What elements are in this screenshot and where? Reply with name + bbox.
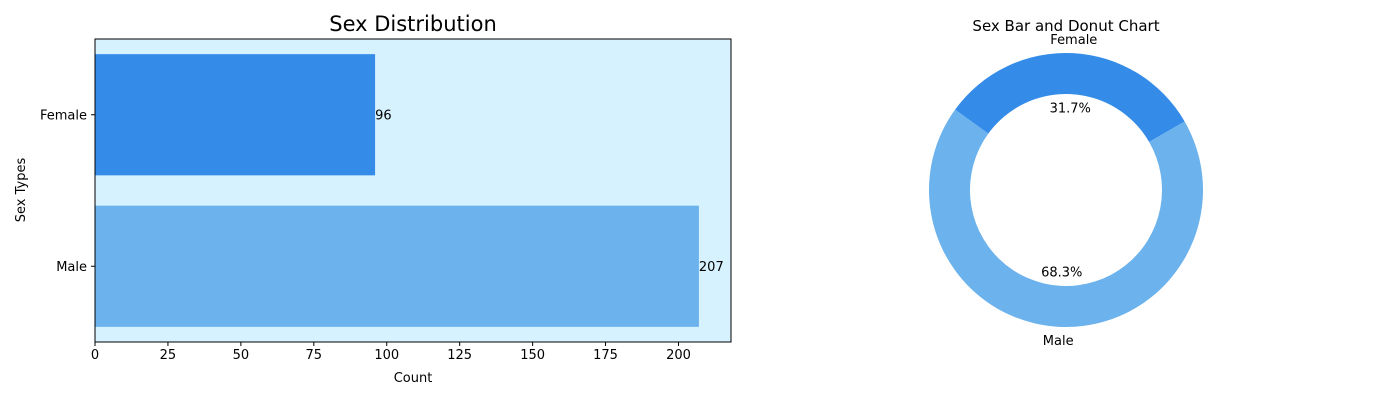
y-axis-ticks: Female Male (40, 108, 95, 275)
donut-labels: Female 31.7% Male 68.3% (1041, 33, 1097, 349)
donut-slice-female (955, 53, 1185, 143)
bar-chart-title: Sex Distribution (329, 12, 497, 36)
bars (95, 54, 699, 327)
x-tick-label: 200 (666, 348, 691, 363)
y-axis-label: Sex Types (14, 158, 29, 223)
bar-data-labels: 96 207 (375, 108, 724, 275)
x-tick-label: 100 (374, 348, 399, 363)
x-tick-label: 125 (447, 348, 472, 363)
donut-chart: Sex Bar and Donut Chart Female 31.7% Male 6… (928, 17, 1204, 349)
donut-label-male: Male (1043, 334, 1074, 349)
y-tick-label-female: Female (40, 108, 87, 123)
donut-label-female: Female (1050, 33, 1097, 48)
bar-female (95, 54, 376, 176)
bar-male (95, 205, 699, 327)
x-axis-label: Count (394, 371, 433, 386)
x-tick-label: 0 (91, 348, 99, 363)
donut-percent-female: 31.7% (1050, 101, 1091, 116)
donut-slices (928, 53, 1204, 328)
y-tick-label-male: Male (56, 260, 87, 275)
donut-slice-male (928, 109, 1204, 328)
x-tick-label: 175 (593, 348, 618, 363)
x-tick-label: 50 (233, 348, 250, 363)
donut-percent-male: 68.3% (1041, 266, 1082, 281)
x-tick-label: 150 (520, 348, 545, 363)
x-tick-label: 75 (306, 348, 323, 363)
bar-plot-frame (94, 38, 732, 343)
bar-value-label-male: 207 (699, 260, 724, 275)
donut-chart-title: Sex Bar and Donut Chart (972, 17, 1159, 35)
bar-value-label-female: 96 (375, 108, 392, 123)
x-axis-ticks: 0 25 50 75 100 125 150 175 200 (91, 342, 691, 363)
x-tick-label: 25 (160, 348, 177, 363)
